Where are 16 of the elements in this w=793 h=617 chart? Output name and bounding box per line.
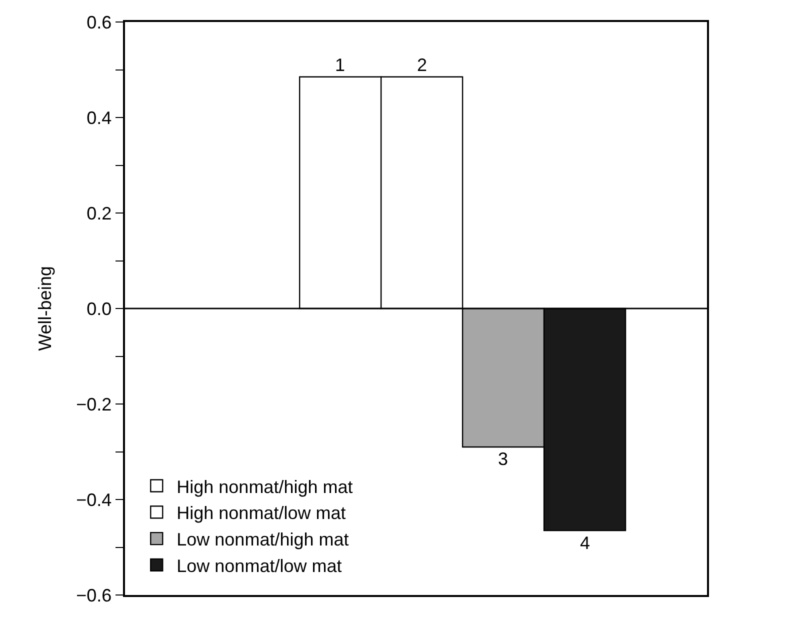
y-axis-title: Well-being xyxy=(34,266,55,351)
annotation: 2 xyxy=(417,55,428,75)
legend-label: High nonmat/high mat xyxy=(176,476,353,497)
y-tick-label: 0.0 xyxy=(86,298,112,319)
y-tick-label: −0.6 xyxy=(76,585,112,606)
legend-label: Low nonmat/high mat xyxy=(176,530,349,550)
legend-label: Low nonmat/low mat xyxy=(176,556,342,576)
y-tick-label: 0.4 xyxy=(86,108,112,128)
y-tick-label: 0.6 xyxy=(86,12,112,32)
y-tick-label: −0.2 xyxy=(76,394,112,414)
y-tick-label: −0.4 xyxy=(76,490,112,510)
y-tick-label: 0.2 xyxy=(86,203,112,224)
annotation: 4 xyxy=(580,533,590,553)
annotation: 1 xyxy=(335,55,346,75)
annotation: 3 xyxy=(498,449,508,469)
legend-label: High nonmat/low mat xyxy=(176,503,346,524)
